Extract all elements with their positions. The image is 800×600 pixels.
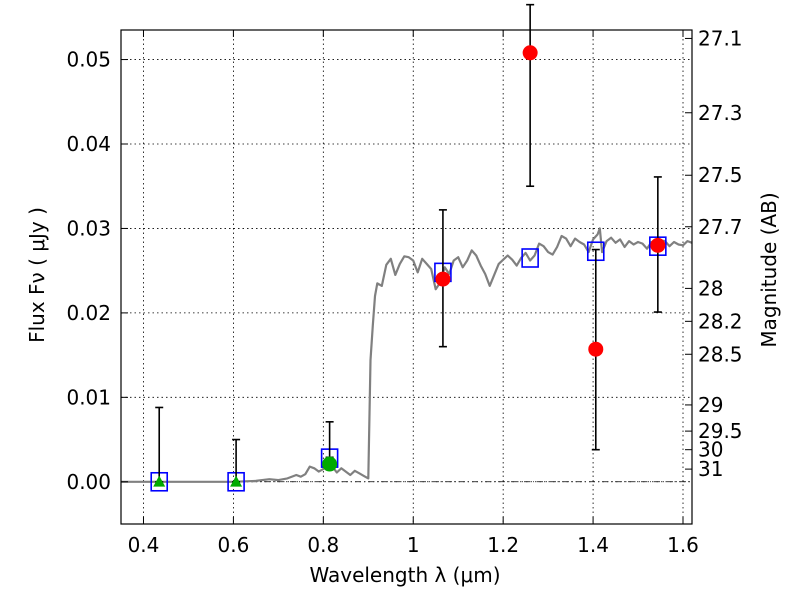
x-tick-label: 0.4 xyxy=(128,533,160,557)
y-tick-label: 0.04 xyxy=(66,132,111,156)
right-tick-label: 31 xyxy=(698,457,723,481)
x-tick-label: 0.6 xyxy=(217,533,249,557)
y-tick-label: 0.00 xyxy=(66,470,111,494)
x-tick-label: 0.8 xyxy=(307,533,339,557)
right-tick-label: 27.3 xyxy=(698,101,743,125)
y-tick-label: 0.03 xyxy=(66,216,111,240)
y-tick-label: 0.02 xyxy=(66,301,111,325)
flux-point xyxy=(650,237,666,253)
model-square-point xyxy=(521,248,539,268)
right-tick-label: 28 xyxy=(698,276,723,300)
flux-point xyxy=(522,45,538,61)
right-tick-label: 27.1 xyxy=(698,26,743,50)
right-tick-label: 30 xyxy=(698,438,723,462)
y-axis-label: Flux Fν ( μJy ) xyxy=(25,207,49,343)
right-tick-label: 28.2 xyxy=(698,309,743,333)
grid xyxy=(121,30,692,524)
right-tick-label: 29 xyxy=(698,393,723,417)
x-tick-label: 1.2 xyxy=(487,533,519,557)
flux-point xyxy=(322,456,338,472)
x-tick-label: 1 xyxy=(407,533,420,557)
y-axis-left: 0.00 0.01 0.02 0.03 0.04 0.05 xyxy=(66,48,128,494)
right-tick-label: 27.7 xyxy=(698,215,743,239)
flux-point xyxy=(588,341,604,357)
x-tick-label: 1.4 xyxy=(577,533,609,557)
x-tick-label: 1.6 xyxy=(667,533,699,557)
right-tick-label: 29.5 xyxy=(698,419,743,443)
right-tick-label: 27.5 xyxy=(698,163,743,187)
y-tick-label: 0.05 xyxy=(66,48,111,72)
right-tick-label: 28.5 xyxy=(698,342,743,366)
y-tick-label: 0.01 xyxy=(66,385,111,409)
spectrum-line xyxy=(121,227,693,483)
x-axis-label: Wavelength λ (μm) xyxy=(309,563,500,587)
plot-frame xyxy=(120,29,693,525)
y-axis-right-label: Magnitude (AB) xyxy=(757,192,781,347)
series-layer xyxy=(121,3,693,492)
x-axis: 0.4 0.6 0.8 1 1.2 1.4 1.6 xyxy=(128,30,699,557)
upper-limit-point xyxy=(153,475,166,487)
upper-limit-point xyxy=(230,475,243,487)
flux-point xyxy=(435,271,451,287)
